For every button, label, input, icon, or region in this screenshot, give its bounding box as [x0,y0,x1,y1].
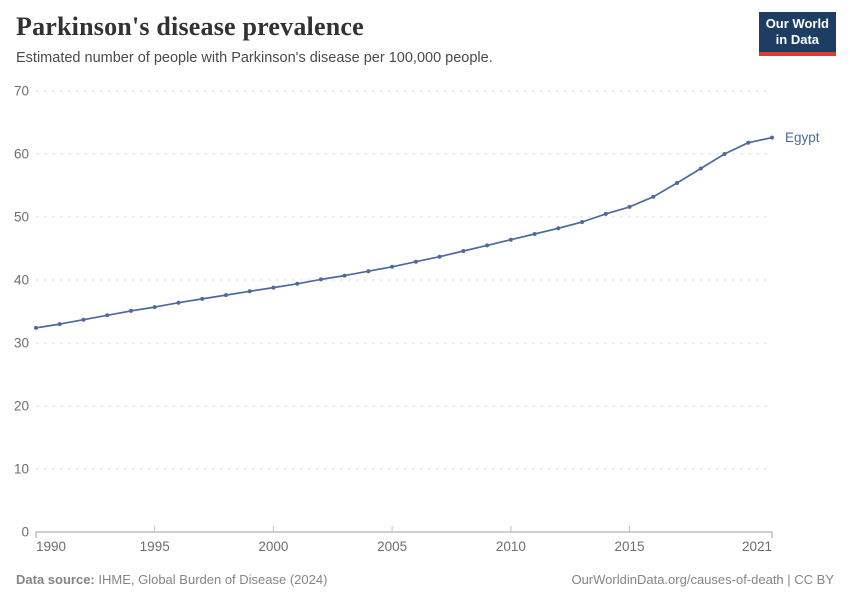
line-chart: 0 10 20 30 40 50 60 70 1990 1995 2000 2005 2010 2015 2… [14,84,820,555]
x-tick-label-2010: 2010 [496,539,526,554]
data-point-2014 [603,211,608,216]
data-point-2012 [556,226,561,231]
data-point-1998 [223,293,228,298]
chart-area: 0 10 20 30 40 50 60 70 1990 1995 2000 2005 2010 2015 2… [0,78,850,556]
data-point-2017 [675,181,679,185]
chart-title: Parkinson's disease prevalence [16,12,364,41]
data-point-1993 [105,313,110,318]
chart-header: Parkinson's disease prevalence Estimated… [16,12,750,66]
y-tick-label-10: 10 [14,462,29,477]
data-point-2003 [342,273,347,278]
data-point-2000 [271,285,276,290]
y-tick-label-0: 0 [21,525,29,540]
data-point-1994 [129,308,133,313]
data-point-1992 [81,317,86,322]
y-tick-label-60: 60 [14,147,29,162]
credit-link[interactable]: OurWorldinData.org/causes-of-death | CC … [571,572,834,587]
data-point-2019 [722,152,727,156]
owid-logo: Our World in Data [758,12,836,56]
data-point-2015 [627,204,632,209]
data-source-label: Data source: [16,572,95,587]
data-point-1999 [247,289,252,294]
x-tick-label-1995: 1995 [140,539,170,554]
x-tick-label-1990: 1990 [36,539,66,554]
data-point-2007 [437,254,442,259]
y-tick-label-20: 20 [14,399,29,414]
data-point-2011 [532,232,537,236]
x-tick-label-2000: 2000 [258,539,288,554]
data-point-2002 [318,277,323,282]
data-point-2018 [698,166,703,171]
data-point-2016 [651,194,656,199]
y-tick-label-50: 50 [14,210,29,225]
data-point-2005 [390,264,395,269]
data-point-2013 [580,220,585,224]
data-point-1995 [152,305,157,310]
data-source: Data source: IHME, Global Burden of Dise… [16,572,327,587]
data-point-1997 [200,296,205,301]
data-point-2008 [461,249,466,253]
x-tick-label-2021: 2021 [742,539,772,554]
chart-footer: Data source: IHME, Global Burden of Dise… [16,572,834,587]
data-point-1991 [57,322,62,327]
entity-label-egypt: Egypt [785,130,820,145]
y-tick-label-40: 40 [14,273,29,288]
owid-logo-line2: in Data [775,32,820,48]
x-tick-label-2005: 2005 [377,539,407,554]
series-line-egypt [35,136,773,329]
chart-subtitle: Estimated number of people with Parkinso… [16,50,493,66]
data-point-2009 [485,243,490,248]
data-point-2010 [508,237,513,242]
owid-logo-line1: Our World [765,16,829,31]
data-point-2021 [770,135,774,140]
data-point-2006 [413,259,418,264]
data-source-value: IHME, Global Burden of Disease (2024) [98,572,328,587]
data-point-2020 [746,140,751,145]
data-point-1990 [34,325,38,330]
data-point-1996 [176,300,181,305]
data-point-2001 [295,281,300,286]
y-tick-label-30: 30 [14,336,29,351]
y-tick-label-70: 70 [14,84,29,99]
x-tick-label-2015: 2015 [615,539,645,554]
data-point-2004 [366,269,371,274]
